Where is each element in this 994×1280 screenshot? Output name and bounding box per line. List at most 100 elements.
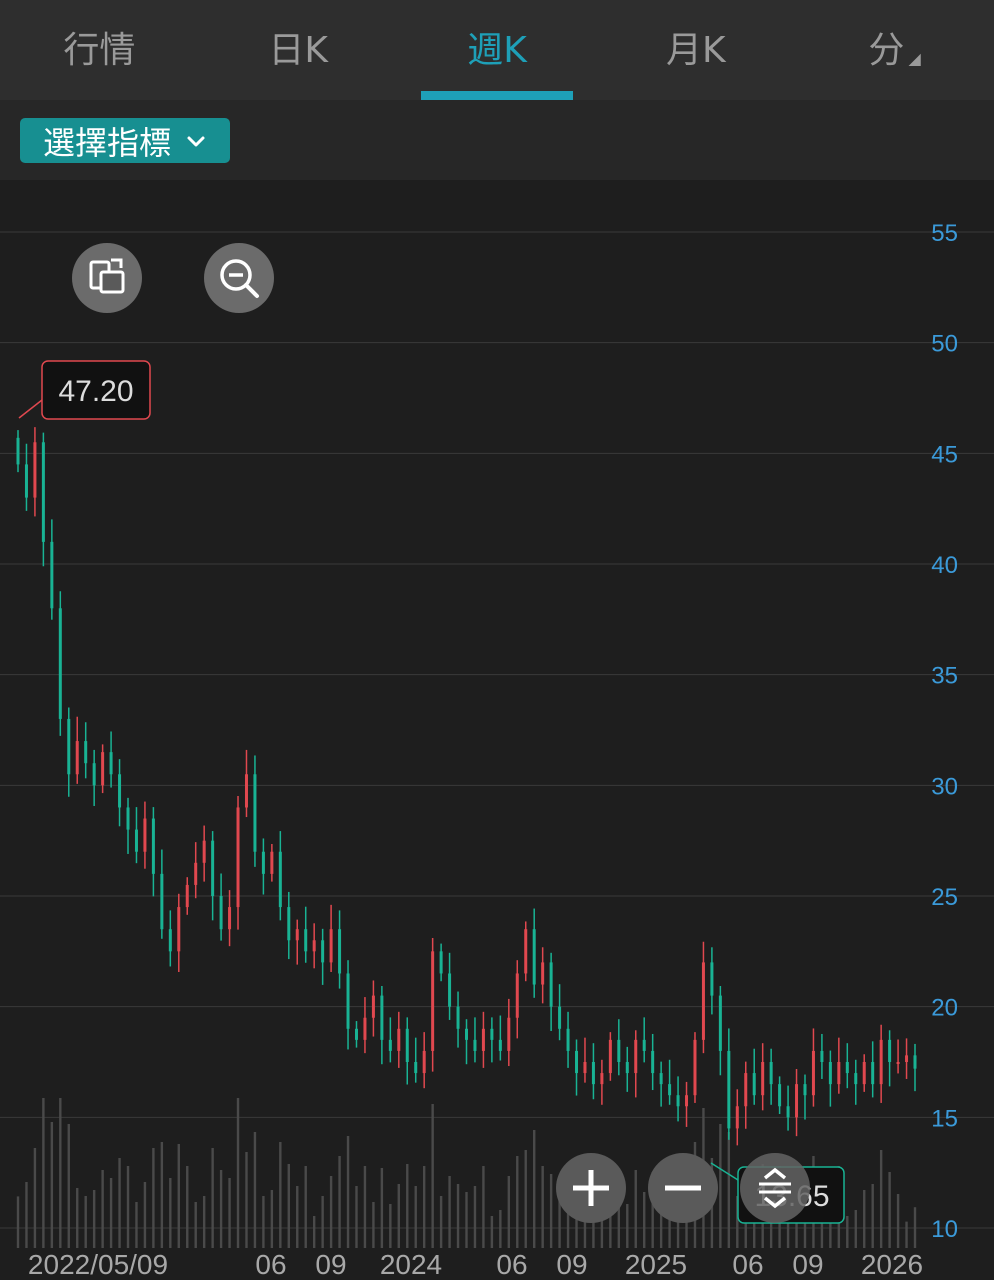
select-indicator-button[interactable]: 選擇指標 <box>20 118 230 163</box>
candle <box>92 749 96 806</box>
volume-bar <box>617 1196 621 1248</box>
candle <box>820 1033 824 1079</box>
candle <box>761 1043 765 1111</box>
candle <box>617 1019 621 1076</box>
volume-bar <box>186 1166 189 1248</box>
volume-bar <box>879 1150 883 1248</box>
volume-bar <box>414 1186 417 1248</box>
candle <box>786 1085 790 1131</box>
volume-bar <box>50 1122 54 1248</box>
expand-vertical-button[interactable] <box>740 1153 810 1223</box>
dropdown-triangle-icon: ◢ <box>908 49 921 68</box>
candle <box>109 731 113 788</box>
candle <box>659 1061 663 1107</box>
x-tick-label: 09 <box>792 1249 823 1280</box>
candle <box>558 984 562 1041</box>
candle <box>803 1074 807 1120</box>
tab-monthly-k[interactable]: 月K <box>665 30 726 71</box>
candle <box>693 1032 697 1103</box>
zoom-minus-button[interactable] <box>648 1153 718 1223</box>
candle <box>685 1081 689 1127</box>
zoom-out-button[interactable] <box>204 243 274 313</box>
volume-bar <box>253 1132 257 1248</box>
candle <box>456 991 460 1048</box>
volume-bar <box>321 1196 324 1248</box>
volume-bar <box>473 1186 477 1248</box>
tab-minute[interactable]: 分 ◢ <box>868 30 921 71</box>
volume-bar <box>389 1204 392 1248</box>
candle <box>862 1054 866 1092</box>
volume-bar <box>338 1156 341 1248</box>
candle <box>465 1019 468 1065</box>
candle <box>228 890 232 947</box>
x-tick-label: 2026 <box>861 1249 923 1280</box>
candle <box>549 952 553 1032</box>
candle <box>126 797 130 854</box>
period-tabs: 行情 日K 週K 月K 分 ◢ <box>0 0 994 100</box>
volume-bar <box>439 1196 443 1248</box>
y-tick-label: 40 <box>931 552 958 579</box>
chevron-down-icon <box>187 136 205 146</box>
candle <box>346 960 350 1050</box>
volume-bar <box>143 1182 147 1248</box>
x-axis-labels: 2022/05/09 06 09 2024 06 09 2025 06 09 2026 <box>28 1249 923 1280</box>
candle <box>701 941 705 1054</box>
volume-bar <box>67 1124 70 1248</box>
chart-gridlines <box>0 231 994 1229</box>
candle <box>261 838 265 895</box>
volume-bar <box>152 1148 155 1248</box>
candle <box>236 796 240 930</box>
zoom-out-icon <box>220 259 259 298</box>
tab-weekly-k[interactable]: 週K <box>398 0 597 100</box>
volume-bar <box>609 1188 612 1248</box>
candle <box>67 707 71 797</box>
volume-bar <box>355 1186 358 1248</box>
candlestick-chart[interactable]: 55 50 45 40 35 30 25 20 15 10 2022/05/09 06 09 2024 0… <box>0 180 994 1280</box>
candle <box>608 1032 612 1081</box>
y-tick-label: 30 <box>931 773 958 800</box>
volume-bar <box>676 1210 680 1248</box>
y-tick-label: 25 <box>931 884 958 911</box>
volume-bar <box>626 1204 629 1248</box>
x-tick-label: 2025 <box>625 1249 687 1280</box>
volume-bar <box>507 1176 511 1248</box>
candle <box>380 986 384 1065</box>
x-tick-label: 2024 <box>380 1249 442 1280</box>
price-candles <box>16 427 917 1146</box>
volume-bar <box>109 1178 113 1248</box>
volume-bar <box>202 1196 206 1248</box>
candle <box>879 1024 883 1103</box>
swap-layout-button[interactable] <box>72 243 142 313</box>
candle <box>287 891 291 960</box>
candle <box>134 807 138 864</box>
candle <box>439 943 443 982</box>
volume-bar <box>135 1202 138 1248</box>
candle <box>676 1076 680 1122</box>
minus-icon <box>665 1185 701 1191</box>
tab-daily-k[interactable]: 日K <box>268 30 328 71</box>
volume-bar <box>380 1168 384 1248</box>
candle <box>888 1030 892 1087</box>
volume-bar <box>803 1204 807 1248</box>
candle <box>75 716 79 784</box>
volume-bar <box>169 1178 172 1248</box>
candle <box>811 1028 815 1107</box>
candle <box>845 1043 849 1089</box>
volume-bar <box>59 1098 62 1248</box>
volume-bar <box>431 1104 434 1248</box>
y-tick-label: 55 <box>931 220 958 247</box>
zoom-in-button[interactable] <box>556 1153 626 1223</box>
candle <box>541 947 545 1004</box>
candle <box>16 430 20 473</box>
tab-quote[interactable]: 行情 <box>63 30 136 71</box>
volume-bar <box>372 1202 375 1248</box>
volume-bar <box>211 1148 214 1248</box>
y-tick-label: 45 <box>931 441 958 468</box>
volume-bar <box>719 1124 722 1248</box>
volume-bar <box>524 1150 527 1248</box>
volume-bar <box>228 1178 231 1248</box>
volume-bar <box>913 1207 917 1248</box>
candle <box>498 1015 502 1061</box>
candle <box>338 910 342 989</box>
volume-bar <box>236 1098 240 1248</box>
